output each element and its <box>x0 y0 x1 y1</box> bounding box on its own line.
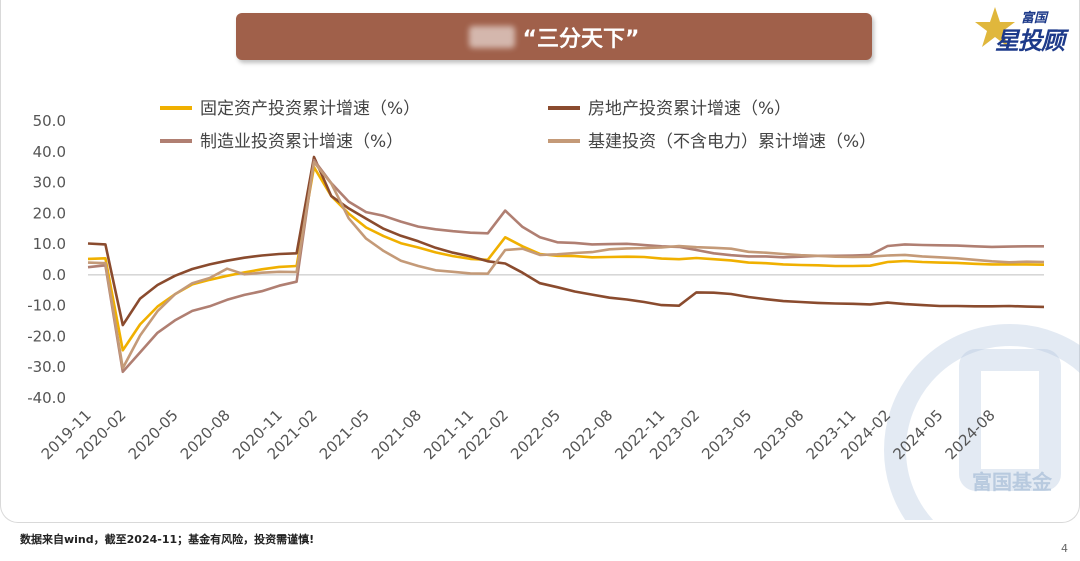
y-tick-label: 50.0 <box>33 112 66 130</box>
x-tick-label: 2024-08 <box>942 406 999 463</box>
x-tick-label: 2021-08 <box>368 406 425 463</box>
chart-legend: 固定资产投资累计增速（%） 房地产投资累计增速（%） 制造业投资累计增速（%） 基建投… <box>160 99 876 152</box>
line-chart: 50.0 40.0 30.0 20.0 10.0 0.0 -10.0 -20.0 -30.0 -4… <box>27 99 1045 463</box>
redacted-text <box>468 25 515 48</box>
star-icon <box>975 7 1015 47</box>
series-line-3 <box>87 158 1044 374</box>
watermark-text: 富国基金 <box>972 470 1052 494</box>
x-tick-label: 2020-08 <box>177 406 234 463</box>
y-tick-label: -20.0 <box>27 327 66 345</box>
legend-label: 基建投资（不含电力）累计增速（%） <box>588 132 876 152</box>
legend-label: 房地产投资累计增速（%） <box>588 99 791 119</box>
y-tick-label: -40.0 <box>27 389 66 407</box>
x-tick-label: 2020-05 <box>125 406 182 463</box>
chart-series <box>87 155 1045 374</box>
y-tick-label: 0.0 <box>42 266 66 284</box>
y-tick-label: -10.0 <box>27 297 66 315</box>
chart-axes: 50.0 40.0 30.0 20.0 10.0 0.0 -10.0 -20.0 -30.0 -4… <box>27 112 1044 463</box>
x-tick-label: 2021-05 <box>316 406 373 463</box>
y-tick-label: 30.0 <box>33 174 66 192</box>
x-tick-label: 2023-05 <box>698 406 755 463</box>
page-number: 4 <box>1061 542 1068 555</box>
coin-logo-icon <box>884 324 1080 520</box>
title-bar: “三分天下” <box>236 13 872 60</box>
y-tick-label: 10.0 <box>33 235 66 253</box>
y-tick-label: 20.0 <box>33 204 66 222</box>
brand-logo: 富国 星投顾 <box>975 5 1075 55</box>
page-title: “三分天下” <box>522 26 640 52</box>
x-tick-label: 2022-05 <box>507 406 564 463</box>
legend-label: 固定资产投资累计增速（%） <box>200 99 420 119</box>
y-tick-label: -30.0 <box>27 358 66 376</box>
series-line-2 <box>87 155 1045 327</box>
brand-big-text: 星投顾 <box>995 27 1065 55</box>
series-line-4 <box>87 160 1045 370</box>
legend-label: 制造业投资累计增速（%） <box>200 132 403 152</box>
x-tick-label: 2024-05 <box>889 406 946 463</box>
y-tick-label: 40.0 <box>33 143 66 161</box>
data-source-note: 数据来自wind，截至2024-11；基金有风险，投资需谨慎! <box>20 533 315 546</box>
series-line-1 <box>87 165 1045 352</box>
brand-small-text: 富国 <box>1021 11 1048 26</box>
x-tick-label: 2022-08 <box>559 406 616 463</box>
x-tick-label: 2023-08 <box>750 406 807 463</box>
